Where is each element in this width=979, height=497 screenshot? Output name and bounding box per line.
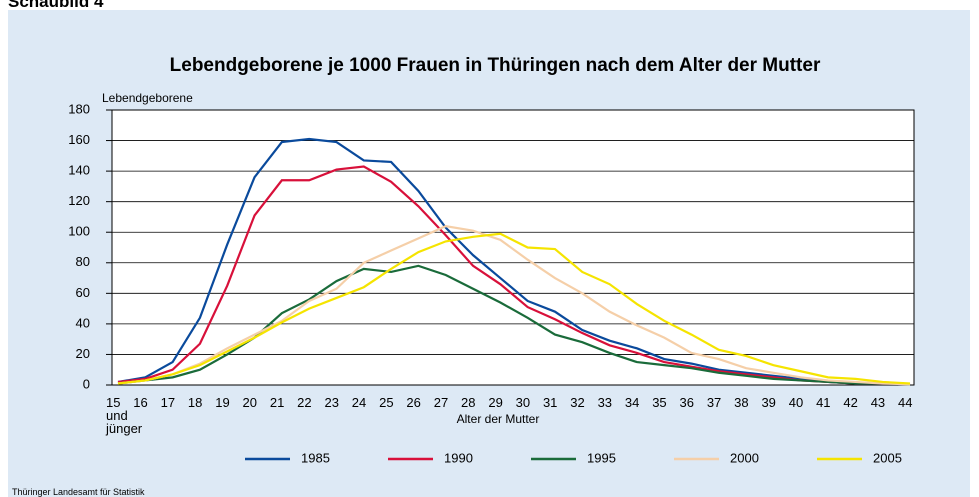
x-tick-label: 17: [160, 395, 176, 410]
series-line: [117, 137, 911, 386]
y-tick-label: 80: [76, 254, 90, 269]
y-tick-label: 140: [68, 163, 90, 178]
x-tick-label: 24: [351, 395, 367, 410]
y-tick-label: 20: [76, 346, 90, 361]
y-axis-label: Lebendgeborene: [102, 91, 193, 105]
series-line: [117, 224, 911, 386]
x-tick-label: 42: [843, 395, 858, 410]
legend-label: 1990: [444, 450, 473, 465]
x-axis-label: Alter der Mutter: [457, 412, 540, 426]
legend-label: 1985: [301, 450, 330, 465]
x-tick-label: 23: [324, 395, 339, 410]
x-tick-label: 28: [461, 395, 476, 410]
x-tick-label: 32: [570, 395, 585, 410]
x-tick-label: 39: [761, 395, 776, 410]
series-line: [117, 232, 911, 385]
x-tick-label: 16: [133, 395, 148, 410]
x-tick-label: 37: [706, 395, 722, 410]
footer: Thüringer Landesamt für Statistik: [12, 487, 145, 497]
x-tick-label: 19: [215, 395, 230, 410]
x-tick-label: 35: [652, 395, 667, 410]
y-tick-label: 100: [68, 224, 90, 239]
x-tick-label: 29: [488, 395, 503, 410]
x-tick-label: 31: [542, 395, 558, 410]
x-tick-label: 34: [624, 395, 640, 410]
x-tick-label: 18: [187, 395, 203, 410]
x-tick-label: 41: [816, 395, 831, 410]
y-tick-label: 160: [68, 132, 90, 147]
y-tick-label: 0: [83, 376, 90, 391]
x-tick-label: 36: [679, 395, 694, 410]
x-tick-label: 30: [515, 395, 531, 410]
x-tick-label: 21: [269, 395, 285, 410]
y-tick-label: 60: [76, 285, 90, 300]
x-tick-label: 22: [297, 395, 312, 410]
x-tick-label: 33: [597, 395, 613, 410]
x-tick-label: 43: [870, 395, 886, 410]
legend-label: 1995: [587, 450, 616, 465]
header: Schaubild 4: [8, 0, 104, 11]
series-line: [117, 165, 911, 386]
x-tick-label: 40: [788, 395, 804, 410]
chart-title: Lebendgeborene je 1000 Frauen in Thüring…: [170, 55, 821, 76]
y-tick-label: 180: [68, 101, 90, 116]
legend-label: 2000: [730, 450, 759, 465]
x-tick-label: 15 und jünger: [106, 395, 143, 436]
x-tick-label: 26: [406, 395, 421, 410]
plot-area: [111, 109, 915, 386]
legend-label: 2005: [873, 450, 902, 465]
y-tick-label: 40: [76, 315, 90, 330]
x-tick-label: 20: [242, 395, 258, 410]
y-tick-label: 120: [68, 193, 90, 208]
x-tick-label: 25: [379, 395, 394, 410]
x-tick-label: 38: [734, 395, 749, 410]
x-tick-label: 44: [898, 395, 913, 410]
x-tick-label: 27: [433, 395, 449, 410]
